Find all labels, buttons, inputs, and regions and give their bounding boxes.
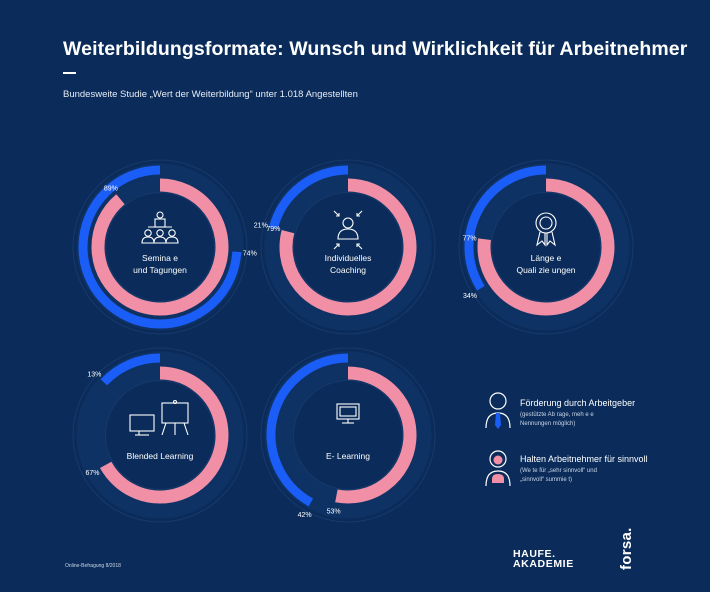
chart-label: Quali zie ungen: [516, 265, 575, 275]
employer-arc: [266, 353, 349, 507]
employer-value-label: 74%: [243, 251, 257, 258]
employee-value-label: 89%: [104, 186, 118, 193]
employee-arc: [477, 178, 615, 316]
ring-center: [105, 380, 215, 490]
employer-arc: [100, 353, 161, 386]
ring-track: [264, 163, 432, 331]
employee-arc: [99, 366, 229, 504]
employer-value-label: 13%: [87, 371, 101, 378]
ring-center: [293, 380, 403, 490]
ring-center: [293, 192, 403, 302]
employee-value-label: 67%: [85, 470, 99, 477]
employer-arc: [78, 165, 242, 329]
chart-label: Blended Learning: [127, 451, 194, 461]
employer-arc: [464, 165, 547, 291]
employer-legend-icon: [485, 392, 511, 429]
employer-value-label: 34%: [463, 293, 477, 300]
employee-value-label: 53%: [327, 509, 341, 516]
chart-label: Individuelles: [325, 253, 372, 263]
employee-arc: [279, 178, 417, 316]
legend-employer-note: (gestützte Ab rage, meh e e Nennungen mö…: [520, 412, 594, 427]
ring-track: [260, 159, 436, 335]
legend-employer-label: Förderung durch Arbeitgeber: [520, 398, 636, 408]
chart-label: Länge e: [531, 253, 562, 263]
employer-value-label: 21%: [254, 223, 268, 230]
haufe-akademie-logo: HAUFE. AKADEMIE: [513, 548, 574, 570]
employer-arc: [269, 165, 349, 230]
footnote: Online-Befragung 8/2018: [65, 563, 121, 569]
haufe-logo-line1: HAUFE.: [513, 548, 556, 560]
ring-center: [491, 192, 601, 302]
ring-track: [260, 347, 436, 523]
title-underline: [63, 72, 76, 74]
chart-label: E- Learning: [326, 451, 370, 461]
ring-track: [458, 159, 634, 335]
employer-value-label: 42%: [298, 512, 312, 519]
blended-learning-icon: [129, 399, 189, 436]
employee-arc: [91, 178, 229, 316]
legend-employee-note: (We te für „sehr sinnvoll“ und „sinnvoll…: [520, 468, 597, 483]
ring-track: [76, 351, 244, 519]
monitor-icon: [336, 403, 360, 424]
employee-arc: [335, 366, 417, 504]
award-icon: [535, 212, 557, 247]
seminar-icon: [141, 211, 179, 244]
chart-label: Coaching: [330, 265, 366, 275]
coaching-icon: [333, 210, 363, 250]
employee-value-label: 77%: [463, 235, 477, 242]
ring-track: [72, 159, 248, 335]
page-subtitle: Bundesweite Studie „Wert der Weiterbildu…: [63, 89, 358, 100]
employee-value-label: 79%: [266, 226, 280, 233]
page-title: Weiterbildungsformate: Wunsch und Wirkli…: [63, 38, 688, 60]
ring-center: [105, 192, 215, 302]
ring-track: [72, 347, 248, 523]
forsa-logo: forsa.: [618, 527, 635, 570]
chart-label: Semina e: [142, 253, 178, 263]
employee-legend-icon: [485, 450, 511, 487]
chart-label: und Tagungen: [133, 265, 187, 275]
legend-employee-label: Halten Arbeitnehmer für sinnvoll: [520, 454, 648, 464]
haufe-logo-line2: AKADEMIE: [513, 558, 574, 570]
